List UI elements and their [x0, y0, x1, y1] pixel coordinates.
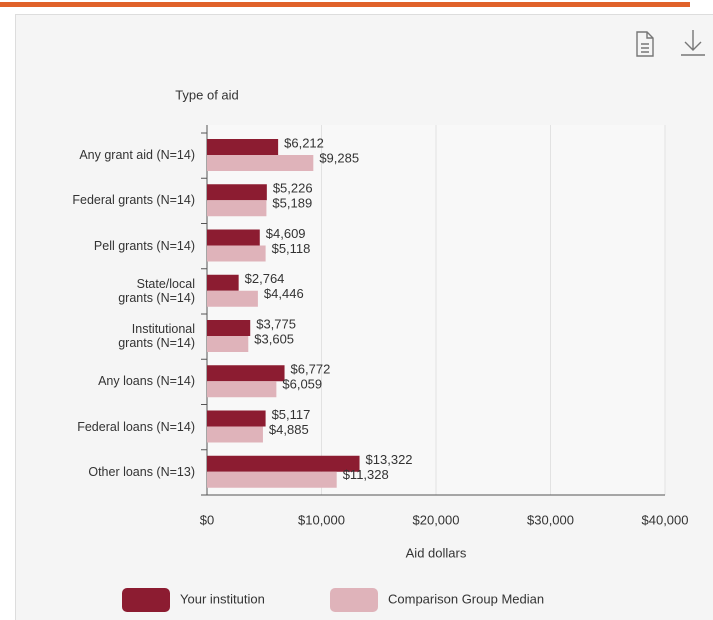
- data-label: $5,189: [272, 196, 312, 211]
- data-label: $9,285: [319, 150, 359, 165]
- data-label: $6,772: [291, 362, 331, 377]
- y-tick-label: Pell grants (N=14): [93, 238, 195, 253]
- y-tick-label: Other loans (N=13): [88, 464, 195, 479]
- data-label: $2,764: [245, 271, 285, 286]
- data-label: $5,117: [272, 407, 311, 422]
- data-label: $6,212: [284, 135, 324, 150]
- y-axis-title: Type of aid: [175, 87, 239, 102]
- data-label: $5,226: [273, 181, 313, 196]
- data-label: $3,605: [254, 331, 294, 346]
- bar: [207, 410, 266, 427]
- data-label: $6,059: [282, 377, 322, 392]
- legend-swatch: [330, 588, 378, 612]
- bar: [207, 290, 258, 307]
- document-icon[interactable]: [636, 31, 654, 57]
- bar: [207, 381, 277, 398]
- y-tick-label: Institutional grants (N=14): [118, 322, 195, 350]
- bar: [207, 455, 360, 472]
- y-tick-label: Federal loans (N=14): [77, 419, 195, 434]
- y-tick-label: Any loans (N=14): [98, 374, 195, 389]
- bar: [207, 336, 249, 352]
- data-label: $11,328: [343, 467, 389, 482]
- x-tick-label: $20,000: [413, 512, 460, 527]
- y-tick-label: Any grant aid (N=14): [79, 148, 195, 162]
- data-label: $4,446: [264, 286, 304, 301]
- bar: [207, 274, 239, 291]
- legend-label: Comparison Group Median: [388, 591, 544, 606]
- bar: [207, 320, 251, 336]
- bar: [207, 139, 279, 155]
- bar: [207, 245, 266, 262]
- data-label: $5,118: [272, 241, 311, 256]
- x-tick-label: $0: [200, 512, 214, 527]
- data-label: $3,775: [256, 316, 296, 331]
- data-label: $13,322: [366, 452, 413, 467]
- y-tick-label: Federal grants (N=14): [72, 193, 195, 208]
- bar: [207, 229, 260, 246]
- data-label: $4,885: [269, 422, 309, 437]
- x-tick-label: $10,000: [298, 512, 345, 527]
- data-label: $4,609: [266, 226, 306, 241]
- accent-bar: [0, 2, 690, 7]
- bar: [207, 365, 285, 382]
- bar: [207, 184, 267, 201]
- download-icon[interactable]: [681, 30, 705, 56]
- legend-label: Your institution: [180, 591, 265, 606]
- x-tick-label: $40,000: [642, 512, 689, 527]
- bar: [207, 200, 267, 217]
- x-tick-label: $30,000: [527, 512, 574, 527]
- y-tick-label: State/local grants (N=14): [118, 276, 195, 305]
- bar: [207, 155, 314, 171]
- x-axis-title: Aid dollars: [406, 545, 467, 560]
- bar: [207, 426, 263, 443]
- legend-swatch: [122, 588, 170, 612]
- bar: [207, 471, 337, 488]
